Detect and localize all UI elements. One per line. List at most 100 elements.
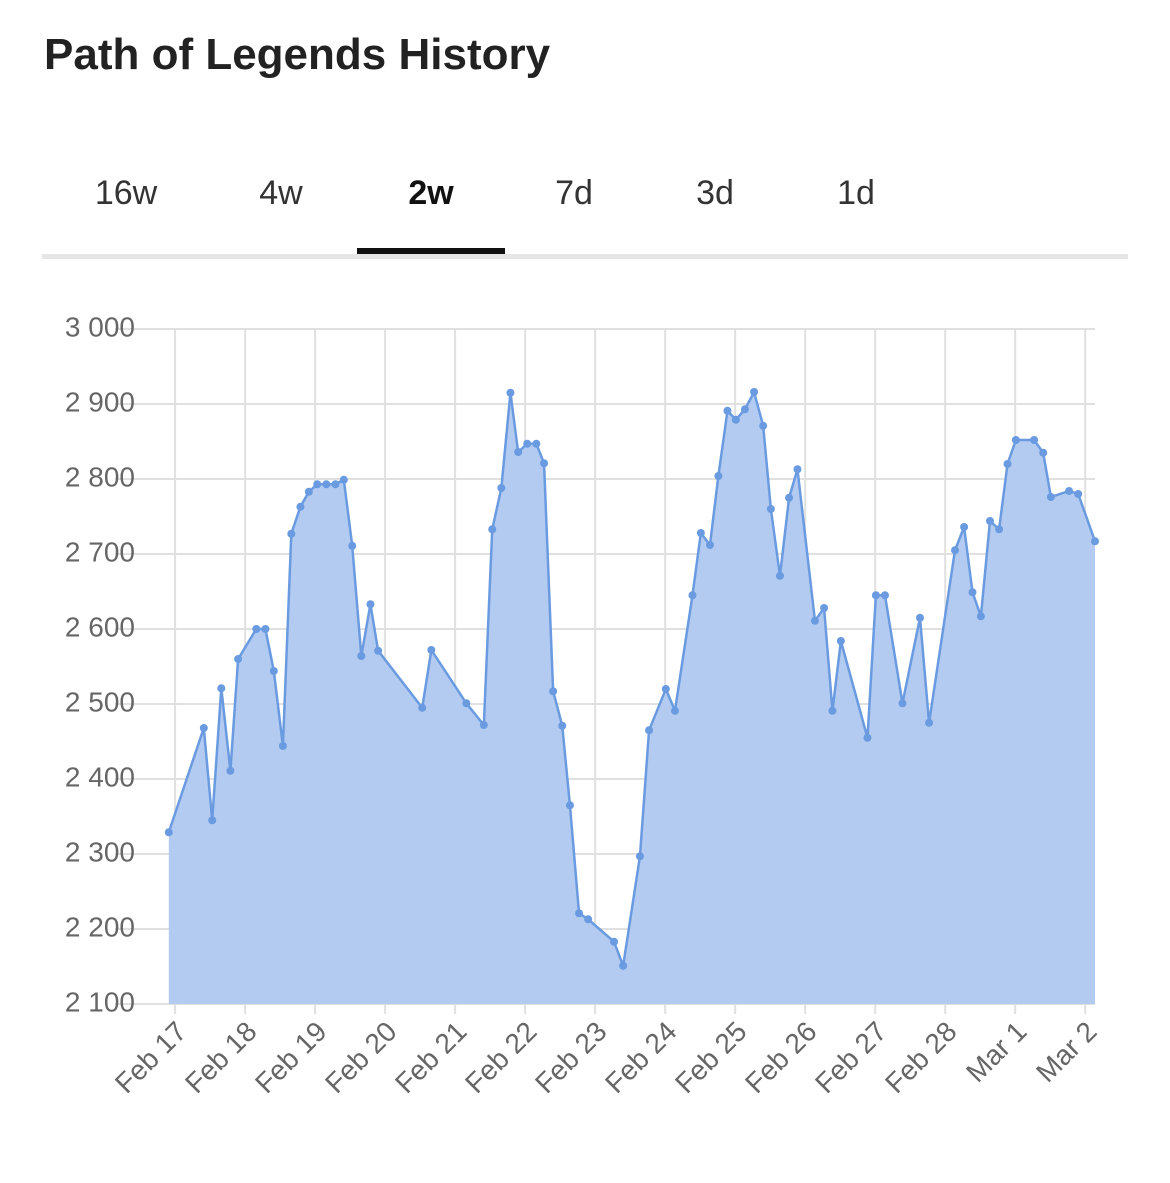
tab[interactable]: 4w xyxy=(259,174,303,212)
point xyxy=(645,726,654,735)
point xyxy=(775,571,784,580)
point xyxy=(322,480,331,489)
x-tick-label: Feb 26 xyxy=(739,1016,823,1100)
point xyxy=(1030,436,1039,444)
point xyxy=(661,685,670,693)
point xyxy=(976,612,985,621)
x-tick-label: Mar 1 xyxy=(960,1016,1033,1089)
point xyxy=(925,718,934,727)
point xyxy=(234,655,243,663)
tab-bar: 16w 4w 2w 7d 3d 1d xyxy=(42,160,1128,259)
point xyxy=(968,588,977,597)
tab[interactable]: 16w xyxy=(94,174,158,212)
point xyxy=(540,459,549,468)
point xyxy=(759,421,768,430)
point xyxy=(497,484,506,492)
point xyxy=(828,706,837,715)
point xyxy=(331,480,340,489)
y-tick-label: 2 200 xyxy=(65,911,135,942)
y-tick-label: 2 800 xyxy=(65,461,135,492)
point xyxy=(252,625,261,633)
x-tick-label: Feb 27 xyxy=(809,1016,893,1100)
point xyxy=(1065,487,1074,495)
tab[interactable]: 3d xyxy=(696,174,734,212)
x-tick-label: Mar 2 xyxy=(1030,1016,1103,1089)
x-tick-label: Feb 28 xyxy=(879,1016,963,1100)
y-tick-label: 2 900 xyxy=(65,386,135,417)
point xyxy=(575,909,584,918)
x-tick-label: Feb 23 xyxy=(529,1016,613,1100)
point xyxy=(880,591,889,600)
y-tick-label: 2 700 xyxy=(65,536,135,567)
point xyxy=(610,937,619,946)
x-tick-label: Feb 17 xyxy=(109,1016,193,1100)
point xyxy=(558,721,567,730)
point xyxy=(287,529,296,538)
tab[interactable]: 1d xyxy=(837,174,875,212)
tab[interactable]: 2w xyxy=(408,174,454,212)
point xyxy=(723,406,732,415)
page-title: Path of Legends History xyxy=(44,30,551,79)
point xyxy=(714,472,723,480)
x-tick-label: Feb 19 xyxy=(249,1016,333,1100)
point xyxy=(696,529,705,537)
point xyxy=(565,801,574,810)
point xyxy=(479,721,488,729)
point xyxy=(863,733,872,742)
x-tick-label: Feb 21 xyxy=(389,1016,473,1100)
point xyxy=(740,405,749,414)
point xyxy=(688,591,697,600)
point xyxy=(462,699,471,708)
point xyxy=(836,637,845,645)
point xyxy=(278,742,287,750)
point xyxy=(898,699,907,708)
point xyxy=(950,546,959,555)
x-tick-label: Feb 24 xyxy=(599,1016,683,1100)
y-tick-label: 2 100 xyxy=(65,986,135,1017)
point xyxy=(296,502,305,511)
active-tab-indicator xyxy=(357,248,505,254)
point xyxy=(1011,436,1020,444)
point xyxy=(1003,460,1012,468)
point xyxy=(960,523,969,531)
point xyxy=(217,684,226,693)
point xyxy=(348,541,357,550)
point xyxy=(785,493,794,502)
x-tick-label: Feb 25 xyxy=(669,1016,753,1100)
y-tick-label: 2 300 xyxy=(65,836,135,867)
point xyxy=(1046,493,1055,501)
point xyxy=(871,591,880,600)
point xyxy=(418,703,427,712)
point xyxy=(705,541,714,549)
point xyxy=(506,388,515,397)
point xyxy=(523,439,532,448)
point xyxy=(731,415,740,424)
point xyxy=(985,517,994,525)
point xyxy=(635,852,644,861)
point xyxy=(793,465,802,474)
point xyxy=(269,667,278,675)
y-tick-label: 2 600 xyxy=(65,611,135,642)
point xyxy=(427,646,436,654)
point xyxy=(584,915,593,924)
point xyxy=(810,616,819,625)
point xyxy=(199,724,208,732)
point xyxy=(750,388,759,396)
point xyxy=(313,480,322,489)
point xyxy=(1074,490,1083,498)
point xyxy=(619,961,628,970)
point xyxy=(374,646,383,655)
x-tick-label: Feb 20 xyxy=(319,1016,403,1100)
point xyxy=(995,525,1004,534)
point xyxy=(514,448,523,456)
y-tick-label: 2 500 xyxy=(65,686,135,717)
point xyxy=(226,766,235,775)
point xyxy=(670,706,679,715)
area xyxy=(168,392,1096,1004)
x-tick-label: Feb 22 xyxy=(459,1016,543,1100)
tab[interactable]: 7d xyxy=(555,174,593,212)
point xyxy=(532,439,541,448)
point xyxy=(357,652,366,660)
point xyxy=(164,828,173,837)
point xyxy=(208,816,217,825)
